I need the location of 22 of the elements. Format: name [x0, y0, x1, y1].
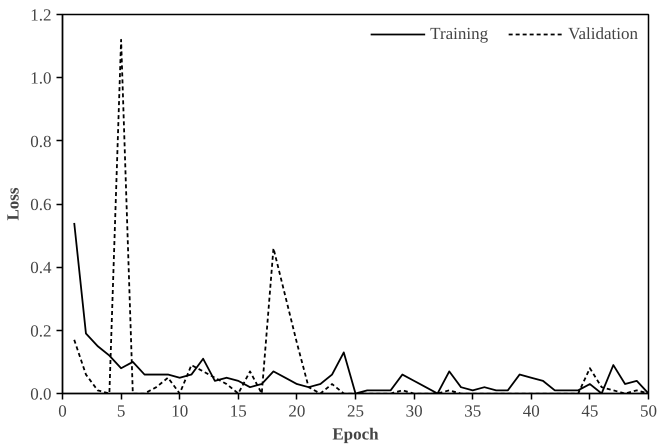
- x-tick-label: 5: [116, 402, 126, 420]
- y-tick-label: 0.6: [30, 195, 52, 214]
- x-tick-label: 45: [581, 402, 598, 420]
- y-tick-label: 0.0: [30, 384, 52, 404]
- y-tick-label: 1.0: [30, 68, 52, 88]
- x-tick-label: 10: [171, 402, 188, 420]
- y-tick-label: 0.8: [30, 132, 52, 151]
- x-tick-label: 30: [406, 402, 423, 420]
- x-tick-label: 25: [347, 402, 364, 420]
- x-tick-label: 15: [230, 402, 247, 420]
- legend-label: Training: [430, 24, 488, 44]
- x-tick-label: 35: [464, 402, 482, 420]
- y-axis-title: Loss: [3, 187, 22, 221]
- x-tick-label: 20: [288, 402, 306, 420]
- y-tick-label: 1.2: [30, 6, 52, 24]
- legend-label: Validation: [568, 24, 638, 44]
- y-tick-label: 0.4: [30, 258, 52, 278]
- y-tick-label: 0.2: [30, 321, 52, 340]
- x-tick-label: 50: [640, 402, 657, 420]
- x-axis-title: Epoch: [332, 424, 380, 444]
- x-tick-label: 40: [522, 402, 540, 420]
- x-tick-label: 0: [58, 402, 67, 420]
